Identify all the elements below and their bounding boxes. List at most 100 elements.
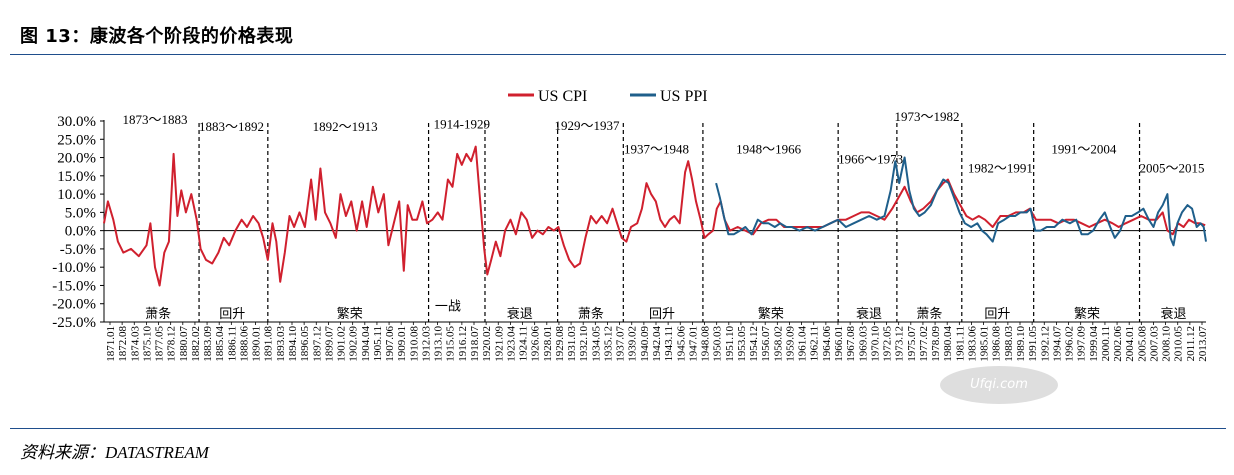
x-tick-label: 1874.03	[129, 326, 141, 362]
x-tick-label: 1950.03	[712, 326, 724, 362]
y-tick-label: -5.0%	[60, 242, 96, 258]
phase-label: 繁荣	[337, 306, 363, 322]
x-tick-label: 1893.03	[275, 326, 287, 362]
x-tick-label: 1918.07	[469, 326, 481, 362]
x-tick-label: 1885.04	[214, 326, 226, 362]
phase-label: 繁荣	[1074, 306, 1100, 322]
x-tick-label: 1939.02	[627, 326, 639, 362]
x-tick-label: 1962.11	[809, 326, 821, 361]
us-ppi-line	[715, 156, 1207, 247]
x-tick-label: 1986.08	[991, 326, 1003, 362]
x-tick-label: 1883.09	[202, 326, 214, 362]
x-tick-label: 1988.03	[1003, 326, 1015, 362]
bottom-rule	[10, 428, 1226, 429]
x-tick-label: 1969.03	[857, 326, 869, 362]
figure-title: 图 13：康波各个阶段的价格表现	[20, 26, 294, 47]
x-tick-label: 1909.01	[396, 326, 408, 362]
x-tick-label: 1931.03	[566, 326, 578, 362]
y-tick-label: -20.0%	[52, 297, 96, 313]
y-tick-label: 5.0%	[65, 205, 96, 221]
x-tick-label: 1959.09	[784, 326, 796, 362]
x-tick-label: 1954.12	[748, 326, 760, 362]
period-label: 1973～1982	[895, 109, 960, 124]
x-tick-label: 2005.08	[1136, 326, 1148, 362]
x-tick-label: 1928.01	[542, 326, 554, 362]
x-tick-label: 1942.04	[651, 326, 663, 362]
x-tick-label: 2008.10	[1161, 326, 1173, 362]
x-tick-label: 1964.06	[821, 326, 833, 362]
period-label: 1948～1966	[736, 141, 802, 156]
x-tick-label: 1920.02	[481, 326, 493, 362]
x-tick-label: 1970.10	[869, 326, 881, 362]
x-tick-label: 1932.10	[578, 326, 590, 362]
phase-label: 萧条	[145, 306, 171, 322]
x-tick-label: 1915.05	[445, 326, 457, 362]
phase-label: 衰退	[1161, 306, 1187, 322]
period-label: 1982～1991	[968, 160, 1033, 175]
phase-label: 繁荣	[758, 306, 784, 322]
x-tick-label: 1878.12	[166, 326, 178, 362]
x-tick-label: 1948.08	[700, 326, 712, 362]
x-tick-label: 1961.04	[797, 326, 809, 362]
x-tick-label: 1989.10	[1015, 326, 1027, 362]
x-tick-label: 1929.08	[554, 326, 566, 362]
period-label: 1914-1929	[434, 117, 490, 132]
x-tick-label: 1972.05	[882, 326, 894, 362]
y-tick-label: 0.0%	[65, 224, 96, 240]
y-tick-label: -25.0%	[52, 315, 96, 331]
x-tick-label: 1904.04	[360, 326, 372, 362]
x-tick-label: 1934.05	[590, 326, 602, 362]
x-tick-label: 1951.10	[724, 326, 736, 362]
x-tick-label: 1992.12	[1039, 326, 1051, 362]
phase-label: 萧条	[916, 306, 942, 322]
x-tick-label: 1981.11	[954, 326, 966, 361]
x-tick-label: 1991.05	[1027, 326, 1039, 362]
x-tick-label: 1978.09	[930, 326, 942, 362]
period-label: 1929～1937	[554, 118, 620, 133]
x-tick-label: 1973.12	[894, 326, 906, 362]
watermark: Ufqi.com	[940, 366, 1058, 404]
x-tick-label: 1967.08	[845, 326, 857, 362]
x-tick-label: 1913.10	[433, 326, 445, 362]
x-tick-label: 2010.05	[1173, 326, 1185, 362]
top-rule	[10, 54, 1226, 55]
y-tick-label: 30.0%	[57, 114, 96, 130]
period-label: 1883～1892	[199, 119, 264, 134]
x-tick-label: 1937.07	[615, 326, 627, 362]
x-tick-label: 1994.07	[1051, 326, 1063, 362]
x-tick-label: 1975.07	[906, 326, 918, 362]
phase-label: 回升	[219, 307, 245, 322]
x-tick-label: 1924.11	[518, 326, 530, 361]
period-label: 1937～1948	[624, 141, 689, 156]
x-tick-label: 1966.01	[833, 326, 845, 362]
x-tick-label: 1980.04	[942, 326, 954, 362]
phase-label: 衰退	[507, 306, 533, 322]
price-chart: 30.0% 25.0% 20.0% 15.0% 10.0% 5.0% 0.0% -5.0% -1…	[52, 88, 1209, 362]
x-tick-label: 1899.07	[323, 326, 335, 362]
x-tick-label: 2000.11	[1100, 326, 1112, 361]
annotation-ww1: 一战	[435, 300, 461, 315]
x-tick-label: 1880.07	[178, 326, 190, 362]
x-tick-label: 1926.06	[530, 326, 542, 362]
x-tick-label: 1940.09	[639, 326, 651, 362]
y-tick-label: 25.0%	[57, 132, 96, 148]
phase-label: 衰退	[856, 306, 882, 322]
x-tick-label: 1943.11	[663, 326, 675, 361]
x-tick-label: 1897.12	[311, 326, 323, 362]
x-tick-label: 1996.02	[1064, 326, 1076, 362]
x-tick-label: 2007.03	[1148, 326, 1160, 362]
us-cpi-line	[103, 145, 1206, 287]
source-note: 资料来源：DATASTREAM	[20, 443, 209, 462]
x-tick-label: 1877.05	[154, 326, 166, 362]
x-tick-label: 2013.07	[1197, 326, 1209, 362]
x-tick-label: 2004.01	[1124, 326, 1136, 362]
phase-label: 回升	[984, 307, 1010, 322]
y-tick-label: -10.0%	[52, 260, 96, 276]
phase-label: 回升	[649, 307, 675, 322]
x-tick-label: 1983.06	[966, 326, 978, 362]
period-label: 1873～1883	[122, 112, 187, 127]
period-label: 2005～2015	[1139, 160, 1204, 175]
x-tick-label: 1901.02	[336, 326, 348, 362]
x-tick-label: 1888.06	[238, 326, 250, 362]
legend-label-cpi: US CPI	[538, 88, 587, 105]
